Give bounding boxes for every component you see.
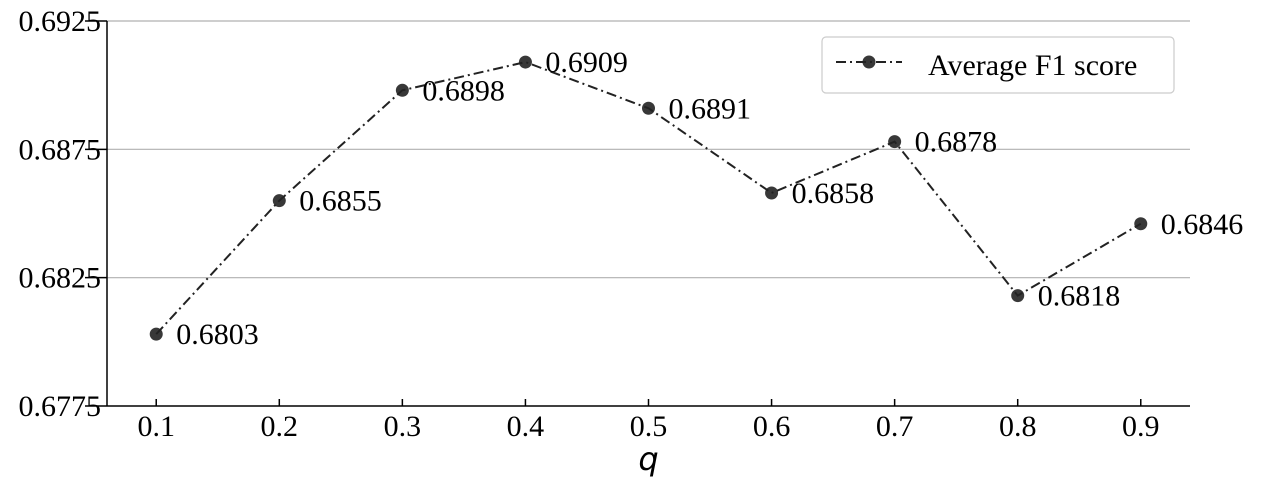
data-point <box>888 135 902 149</box>
data-point <box>395 83 409 97</box>
y-ticks: 0.6775 0.6825 0.6875 0.6925 <box>19 5 107 423</box>
x-tick-label: 0.1 <box>137 410 175 443</box>
data-point <box>272 194 286 208</box>
x-tick-label: 0.8 <box>999 410 1037 443</box>
y-tick-label: 0.6825 <box>19 262 102 295</box>
y-tick-label: 0.6925 <box>19 5 102 38</box>
legend-marker <box>862 55 876 69</box>
x-axis-label: q <box>638 440 658 478</box>
data-point <box>1011 289 1025 303</box>
data-point <box>765 186 779 200</box>
legend: Average F1 score <box>821 36 1175 94</box>
x-tick-label: 0.3 <box>384 410 422 443</box>
data-label: 0.6846 <box>1161 208 1244 241</box>
grid-lines <box>107 20 1190 279</box>
y-tick-label: 0.6775 <box>19 390 102 423</box>
y-tick-label: 0.6875 <box>19 133 102 166</box>
x-tick-label: 0.4 <box>507 410 545 443</box>
x-tick-label: 0.2 <box>261 410 299 443</box>
data-label: 0.6818 <box>1038 280 1121 313</box>
data-label: 0.6891 <box>669 92 752 125</box>
legend-entry: Average F1 score <box>928 49 1137 82</box>
legend-box <box>821 36 1175 94</box>
data-point <box>149 327 163 341</box>
data-label: 0.6803 <box>176 318 259 351</box>
data-label: 0.6909 <box>545 46 628 79</box>
x-ticks: 0.1 0.2 0.3 0.4 0.5 0.6 0.7 0.8 0.9 <box>137 399 1160 443</box>
data-label: 0.6855 <box>299 185 382 218</box>
x-tick-label: 0.6 <box>753 410 791 443</box>
x-tick-label: 0.5 <box>630 410 668 443</box>
series-average-f1: 0.6803 0.6855 0.6898 0.6909 0.6891 0.6858 0.68… <box>149 46 1244 351</box>
x-tick-label: 0.7 <box>876 410 914 443</box>
data-point <box>1134 217 1148 231</box>
data-label: 0.6858 <box>792 177 875 210</box>
data-point <box>518 55 532 69</box>
data-label: 0.6898 <box>422 74 505 107</box>
data-point <box>642 101 655 115</box>
x-tick-label: 0.9 <box>1122 410 1160 443</box>
data-label: 0.6878 <box>915 126 998 159</box>
